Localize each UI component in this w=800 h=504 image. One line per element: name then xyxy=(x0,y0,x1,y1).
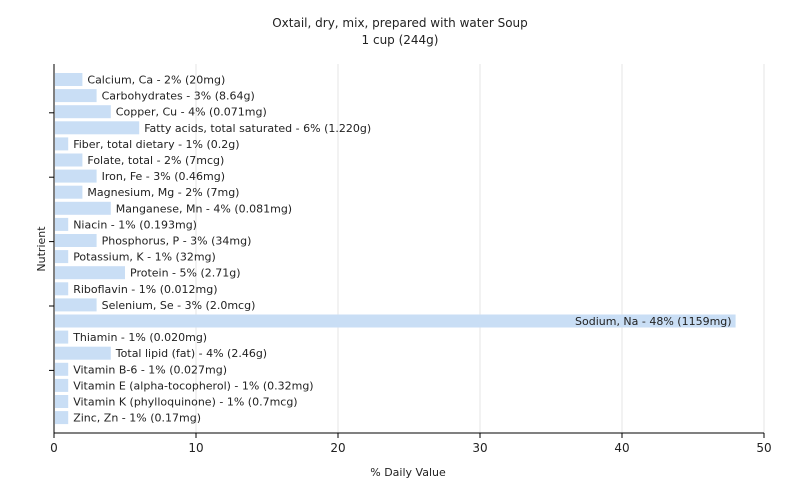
x-tick-label-1: 10 xyxy=(188,441,203,455)
bar-14 xyxy=(55,298,97,312)
bar-label-4: Fiber, total dietary - 1% (0.2g) xyxy=(73,138,239,151)
bar-7 xyxy=(55,185,83,199)
bar-label-21: Zinc, Zn - 1% (0.17mg) xyxy=(73,412,201,425)
bar-label-8: Manganese, Mn - 4% (0.081mg) xyxy=(116,202,292,215)
bar-label-6: Iron, Fe - 3% (0.46mg) xyxy=(102,170,225,183)
bar-10 xyxy=(55,234,97,247)
axes: 0 10 20 30 40 50 xyxy=(49,64,772,455)
bar-6 xyxy=(55,169,97,183)
bar-3 xyxy=(55,121,140,135)
bar-label-18: Vitamin B-6 - 1% (0.027mg) xyxy=(73,363,227,376)
bar-12 xyxy=(55,266,125,280)
bar-label-19: Vitamin E (alpha-tocopherol) - 1% (0.32m… xyxy=(73,379,313,392)
bar-label-0: Calcium, Ca - 2% (20mg) xyxy=(87,74,225,87)
bar-18 xyxy=(55,362,69,376)
bar-label-17: Total lipid (fat) - 4% (2.46g) xyxy=(115,347,267,360)
bar-label-2: Copper, Cu - 4% (0.071mg) xyxy=(116,106,267,119)
grid-lines xyxy=(195,64,765,433)
bar-label-10: Phosphorus, P - 3% (34mg) xyxy=(102,235,252,248)
bar-label-7: Magnesium, Mg - 2% (7mg) xyxy=(87,186,239,199)
bar-label-9: Niacin - 1% (0.193mg) xyxy=(73,218,197,231)
bar-label-16: Thiamin - 1% (0.020mg) xyxy=(72,331,207,344)
bar-19 xyxy=(55,378,69,392)
bars xyxy=(55,73,736,425)
bar-1 xyxy=(55,89,97,103)
bar-11 xyxy=(55,250,69,264)
bar-label-5: Folate, total - 2% (7mcg) xyxy=(87,154,224,167)
bar-8 xyxy=(55,201,111,215)
x-tick-label-5: 50 xyxy=(756,441,771,455)
bar-21 xyxy=(55,411,69,425)
bar-20 xyxy=(55,395,69,408)
x-tick-label-0: 0 xyxy=(50,441,58,455)
bar-16 xyxy=(55,330,69,344)
bar-label-3: Fatty acids, total saturated - 6% (1.220… xyxy=(144,122,371,135)
bar-label-12: Protein - 5% (2.71g) xyxy=(130,267,241,280)
bar-17 xyxy=(55,346,111,360)
chart-title: Oxtail, dry, mix, prepared with water So… xyxy=(272,16,528,30)
bar-label-11: Potassium, K - 1% (32mg) xyxy=(73,251,216,264)
bar-9 xyxy=(55,217,69,231)
x-axis-label: % Daily Value xyxy=(370,466,446,479)
bar-label-15: Sodium, Na - 48% (1159mg) xyxy=(575,315,732,328)
x-tick-label-3: 30 xyxy=(472,441,487,455)
bar-4 xyxy=(55,137,69,151)
bar-label-13: Riboflavin - 1% (0.012mg) xyxy=(73,283,217,296)
bar-0 xyxy=(55,73,83,86)
bar-5 xyxy=(55,153,83,167)
bar-15 xyxy=(55,314,736,328)
y-axis-label: Nutrient xyxy=(35,226,48,272)
bar-labels: Calcium, Ca - 2% (20mg) Carbohydrates - 3… xyxy=(72,74,731,425)
bar-label-20: Vitamin K (phylloquinone) - 1% (0.7mcg) xyxy=(73,396,297,409)
chart-subtitle: 1 cup (244g) xyxy=(362,33,439,47)
bar-label-1: Carbohydrates - 3% (8.64g) xyxy=(102,90,255,103)
bar-13 xyxy=(55,282,69,296)
x-tick-label-4: 40 xyxy=(614,441,629,455)
bar-label-14: Selenium, Se - 3% (2.0mcg) xyxy=(102,299,256,312)
x-tick-label-2: 20 xyxy=(330,441,345,455)
bar-2 xyxy=(55,105,111,119)
